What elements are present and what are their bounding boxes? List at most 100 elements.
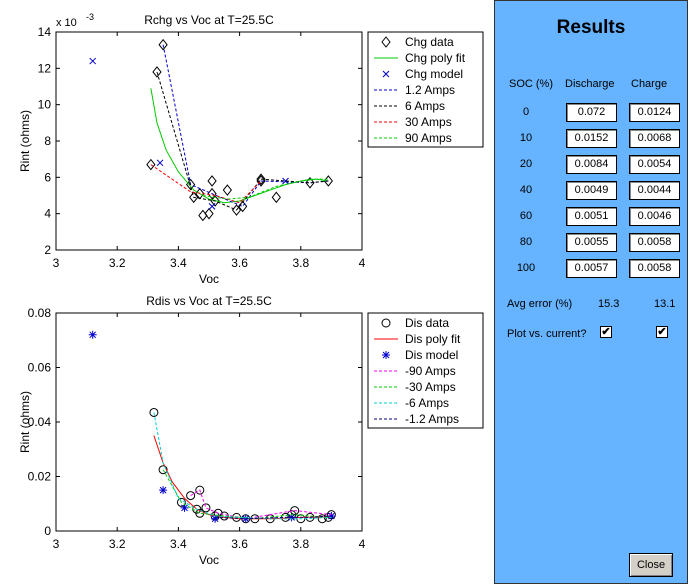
data-point bbox=[204, 207, 214, 220]
series-line bbox=[202, 178, 329, 200]
series-line bbox=[150, 164, 262, 204]
data-point bbox=[222, 184, 233, 196]
x-tick-label: 3.6 bbox=[231, 537, 248, 551]
data-point bbox=[195, 485, 205, 495]
legend-label: Chg data bbox=[405, 35, 454, 49]
x-tick-label: 4 bbox=[359, 256, 366, 270]
y-tick-label: 0.08 bbox=[28, 306, 52, 320]
charts-area: 3 3.2 3.4 3.6 3.8 4 2 4 6 8 10 12 14 Rchg vs Voc at T… bbox=[18, 12, 484, 567]
results-panel: Results SOC (%) Discharge Charge 0 0.072 0… bbox=[494, 0, 688, 584]
checkmark-icon: ✔ bbox=[657, 326, 667, 338]
discharge-value-field[interactable]: 0.0051 bbox=[566, 207, 617, 226]
data-point bbox=[305, 176, 315, 189]
data-point bbox=[256, 173, 266, 185]
chart-title: Rchg vs Voc at T=25.5C bbox=[144, 13, 274, 27]
avg-error-discharge: 15.3 bbox=[598, 298, 620, 310]
charge-value-field[interactable]: 0.0046 bbox=[629, 207, 680, 226]
legend-label: 6 Amps bbox=[405, 99, 445, 113]
soc-value: 20 bbox=[519, 158, 533, 170]
x-axis-label: Voc bbox=[199, 553, 219, 567]
plot-vs-current-discharge-checkbox[interactable]: ✔ bbox=[600, 326, 612, 338]
data-point bbox=[189, 191, 199, 204]
charge-value-field[interactable]: 0.0058 bbox=[629, 233, 680, 252]
chart-title: Rdis vs Voc at T=25.5C bbox=[146, 294, 272, 308]
y-tick-label: 0 bbox=[44, 524, 51, 538]
series-line bbox=[153, 412, 332, 520]
y-tick-label: 0.02 bbox=[28, 470, 52, 484]
data-point bbox=[158, 38, 168, 51]
charge-value-field[interactable]: 0.0054 bbox=[629, 155, 680, 174]
discharge-value-field[interactable]: 0.072 bbox=[566, 103, 617, 122]
close-button[interactable]: Close bbox=[629, 553, 673, 577]
legend-label: Dis model bbox=[405, 348, 458, 362]
legend-label: 1.2 Amps bbox=[405, 83, 455, 97]
discharge-value-field[interactable]: 0.0152 bbox=[566, 129, 617, 148]
series-line bbox=[215, 515, 329, 520]
soc-value: 0 bbox=[522, 106, 530, 118]
data-point bbox=[210, 195, 220, 207]
data-point bbox=[382, 351, 390, 359]
series-line bbox=[162, 469, 329, 520]
x-tick-label: 3 bbox=[53, 256, 60, 270]
legend-label: Dis poly fit bbox=[405, 332, 461, 346]
data-point bbox=[381, 36, 391, 48]
legend-label: -90 Amps bbox=[405, 364, 456, 378]
data-point bbox=[327, 512, 336, 521]
soc-value: 60 bbox=[519, 210, 533, 222]
data-point bbox=[207, 175, 217, 187]
avg-error-label: Avg error (%) bbox=[507, 298, 573, 310]
y-tick-label: 0.04 bbox=[28, 415, 52, 429]
soc-value: 80 bbox=[519, 236, 533, 248]
plot-vs-current-label: Plot vs. current? bbox=[507, 328, 587, 340]
data-point bbox=[208, 203, 216, 210]
y-tick-label: 14 bbox=[38, 25, 52, 39]
y-axis-label: Rint (ohms) bbox=[18, 391, 32, 453]
discharge-value-field[interactable]: 0.0049 bbox=[566, 181, 617, 200]
legend-label: 90 Amps bbox=[405, 131, 452, 145]
legend-label: -1.2 Amps bbox=[405, 412, 459, 426]
data-point bbox=[89, 57, 97, 65]
charge-value-field[interactable]: 0.0058 bbox=[629, 259, 680, 278]
discharge-value-field[interactable]: 0.0084 bbox=[566, 155, 617, 174]
data-point bbox=[146, 158, 156, 171]
col-soc-header: SOC (%) bbox=[509, 78, 553, 90]
data-point bbox=[213, 508, 223, 518]
charge-value-field[interactable]: 0.0068 bbox=[629, 129, 680, 148]
data-point bbox=[88, 330, 97, 339]
data-point bbox=[317, 514, 327, 524]
soc-value: 10 bbox=[519, 132, 533, 144]
legend-label: -30 Amps bbox=[405, 380, 456, 394]
data-point bbox=[381, 318, 391, 328]
y-tick-label: 8 bbox=[44, 134, 51, 148]
data-point bbox=[201, 503, 211, 513]
plot-area bbox=[55, 31, 363, 251]
charge-value-field[interactable]: 0.0044 bbox=[629, 181, 680, 200]
data-point bbox=[271, 191, 281, 204]
y-tick-label: 4 bbox=[44, 207, 51, 221]
discharge-value-field[interactable]: 0.0055 bbox=[566, 233, 617, 252]
x-tick-label: 3.2 bbox=[109, 256, 126, 270]
plot-area bbox=[55, 312, 363, 532]
col-discharge-header: Discharge bbox=[565, 78, 615, 90]
y-tick-label: 12 bbox=[38, 61, 52, 75]
y-tick-label: 10 bbox=[38, 98, 52, 112]
plot-vs-current-charge-checkbox[interactable]: ✔ bbox=[656, 326, 668, 338]
legend-label: Chg model bbox=[405, 67, 463, 81]
series-line bbox=[156, 71, 329, 211]
data-point bbox=[282, 177, 289, 185]
soc-value: 40 bbox=[519, 184, 533, 196]
data-point bbox=[238, 200, 248, 213]
legend-label: -6 Amps bbox=[405, 396, 449, 410]
legend-label: Chg poly fit bbox=[405, 51, 466, 65]
legend-box bbox=[367, 31, 484, 148]
y-tick-label: 0.06 bbox=[28, 361, 52, 375]
checkmark-icon: ✔ bbox=[601, 326, 611, 338]
charge-value-field[interactable]: 0.0124 bbox=[629, 103, 680, 122]
y-tick-label: 6 bbox=[44, 170, 51, 184]
data-point bbox=[158, 465, 168, 475]
data-point bbox=[152, 66, 162, 78]
data-point bbox=[159, 486, 168, 495]
soc-value: 100 bbox=[516, 262, 536, 274]
discharge-value-field[interactable]: 0.0057 bbox=[566, 259, 617, 278]
x-tick-label: 3.4 bbox=[170, 537, 187, 551]
